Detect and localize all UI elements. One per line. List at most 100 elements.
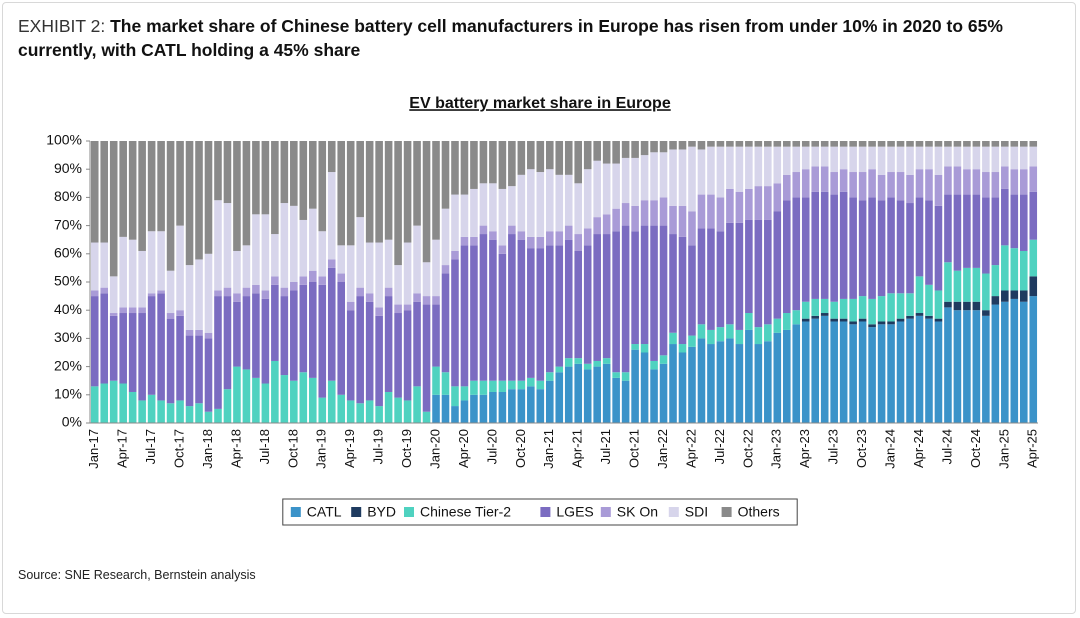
bar-segment (441, 141, 450, 209)
header: EXHIBIT 2: The market share of Chinese b… (18, 14, 1058, 62)
bar-segment (782, 329, 791, 423)
bar-segment (290, 290, 298, 381)
bar-segment (527, 377, 535, 387)
bar-segment (318, 141, 327, 232)
bar-segment (375, 242, 383, 308)
bar-segment (375, 307, 383, 316)
bar-segment (489, 183, 497, 232)
bar-segment (536, 236, 545, 249)
bar-segment (972, 141, 981, 147)
bar-segment (868, 327, 876, 423)
bar-segment (1010, 298, 1019, 423)
bar-segment (906, 293, 914, 316)
x-tick-label: Jan-24 (882, 429, 897, 469)
bar-segment (1019, 146, 1028, 170)
bar-segment (934, 318, 943, 322)
bar-segment (868, 298, 876, 325)
bar-segment (764, 324, 772, 342)
bar-segment (470, 236, 478, 246)
bar-segment (233, 301, 241, 367)
bar-segment (384, 287, 393, 297)
bar-segment (726, 146, 734, 189)
bar-segment (678, 344, 687, 353)
bar-segment (555, 141, 564, 175)
bar-segment (517, 380, 526, 390)
bar-segment (716, 341, 725, 423)
bar-segment (612, 208, 620, 232)
bar-segment (811, 141, 820, 147)
bar-segment (545, 372, 554, 381)
bar-segment (413, 225, 421, 294)
bar-segment (839, 146, 848, 170)
bar-segment (337, 273, 346, 282)
bar-segment (1010, 290, 1019, 299)
bar-segment (1029, 296, 1038, 423)
bar-segment (214, 408, 222, 423)
bar-segment (527, 169, 535, 237)
bar-segment (868, 197, 876, 299)
bar-segment (536, 172, 545, 237)
bar-segment (830, 172, 838, 195)
bar-segment (280, 203, 289, 288)
bar-segment (195, 403, 203, 423)
bar-segment (252, 214, 260, 285)
bar-segment (470, 245, 478, 381)
x-tick-label: Apr-21 (570, 429, 585, 468)
legend-label: Others (738, 504, 780, 520)
bar-segment (422, 304, 431, 412)
bar-segment (697, 324, 706, 339)
bar-segment (944, 166, 952, 195)
bar-segment (669, 205, 677, 235)
bar-segment (963, 194, 971, 268)
bar-segment (782, 313, 791, 330)
bar-segment (271, 141, 279, 235)
bar-segment (432, 296, 440, 305)
bar-segment (915, 141, 924, 147)
bar-segment (356, 296, 364, 404)
bar-segment (858, 321, 867, 423)
bar-segment (479, 183, 488, 226)
bar-segment (991, 197, 1000, 266)
bar-segment (90, 386, 99, 423)
bar-segment (233, 250, 241, 294)
x-tick-label: Jan-19 (314, 429, 329, 469)
bar-segment (195, 141, 203, 260)
bar-segment (887, 293, 895, 322)
bar-segment (754, 344, 763, 423)
bar-segment (564, 358, 573, 367)
bar-segment (432, 239, 440, 297)
x-tick-label: Apr-22 (683, 429, 698, 468)
bar-segment (508, 380, 516, 390)
bar-segment (337, 141, 346, 246)
x-tick-label: Jul-19 (371, 429, 386, 464)
bar-segment (972, 301, 981, 311)
bar-segment (963, 310, 971, 423)
bar-segment (764, 141, 772, 147)
bar-segment (735, 141, 744, 147)
bar-segment (953, 310, 962, 423)
bar-segment (536, 389, 545, 423)
bar-segment (745, 313, 753, 330)
bar-segment (100, 383, 109, 423)
bar-segment (564, 174, 573, 226)
bar-segment (394, 141, 402, 266)
x-tick-label: Apr-25 (1025, 429, 1040, 468)
bar-segment (536, 380, 545, 390)
bar-segment (953, 194, 962, 271)
legend-swatch (540, 507, 551, 517)
bar-segment (991, 172, 1000, 198)
bar-segment (612, 163, 620, 209)
bar-segment (460, 236, 469, 246)
bar-segment (764, 186, 772, 220)
x-tick-label: Oct-19 (399, 429, 414, 468)
bar-segment (887, 172, 895, 198)
x-tick-label: Jul-24 (939, 429, 954, 464)
bar-segment (527, 386, 535, 423)
bar-segment (545, 380, 554, 423)
bar-segment (915, 313, 924, 316)
bar-segment (441, 265, 450, 274)
x-tick-label: Apr-19 (342, 429, 357, 468)
legend-label: BYD (367, 504, 396, 520)
bar-segment (688, 335, 696, 347)
bar-segment (669, 234, 677, 333)
